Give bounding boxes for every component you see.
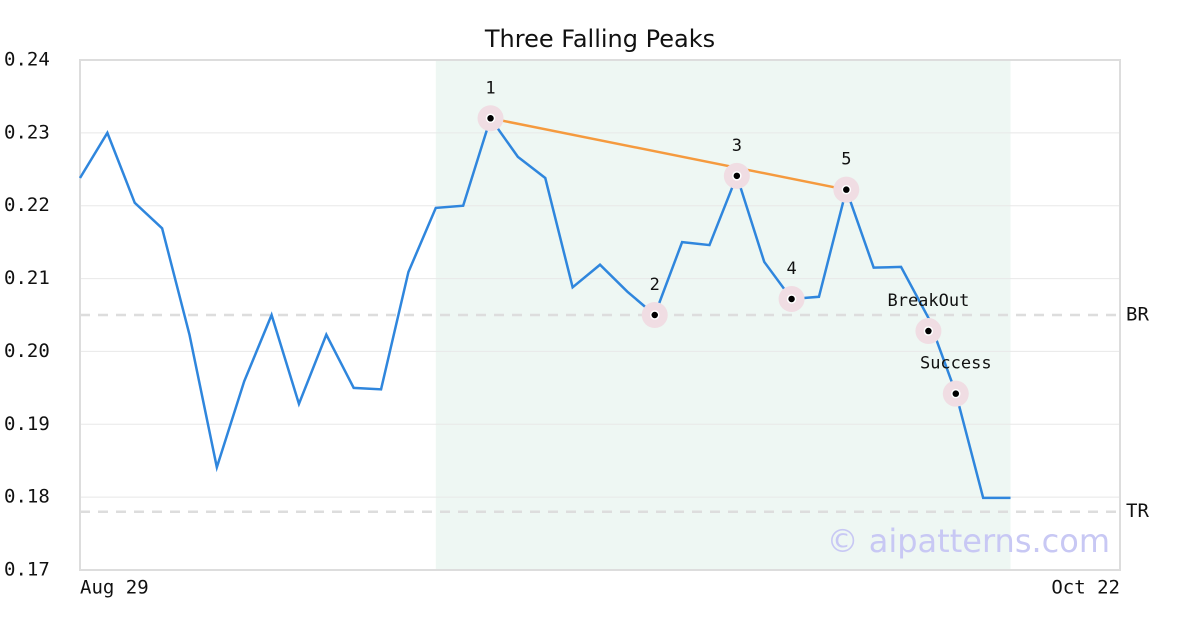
point-marker [841,184,852,195]
plot-frame [79,59,1121,571]
trend-line [490,117,847,191]
y-tick-label: 0.21 [4,267,50,289]
point-label: 4 [786,259,796,279]
x-tick-label: Oct 22 [1051,577,1120,599]
y-tick-label: 0.17 [4,559,50,581]
level-label: BR [1126,304,1149,326]
price-line [78,115,1011,500]
chart-title: Three Falling Peaks [484,25,715,53]
point-label: 5 [841,150,851,170]
point-marker [786,294,797,304]
y-tick-label: 0.23 [4,121,50,143]
point-marker [923,326,934,336]
point-label: BreakOut [887,291,969,311]
point-marker [485,113,496,124]
point-label: 1 [485,78,495,98]
y-tick-label: 0.24 [4,49,50,71]
x-tick-label: Aug 29 [80,577,149,599]
level-label: TR [1126,500,1149,522]
watermark: © aipatterns.com [827,522,1110,560]
y-tick-label: 0.20 [4,340,50,362]
point-marker [649,310,660,320]
point-label: Success [920,354,992,374]
point-label: 2 [650,275,660,295]
point-label: 3 [732,136,742,156]
y-tick-label: 0.18 [4,486,50,508]
y-tick-label: 0.22 [4,194,50,216]
y-tick-label: 0.19 [4,413,50,435]
point-marker [951,388,961,399]
point-marker [732,171,742,181]
